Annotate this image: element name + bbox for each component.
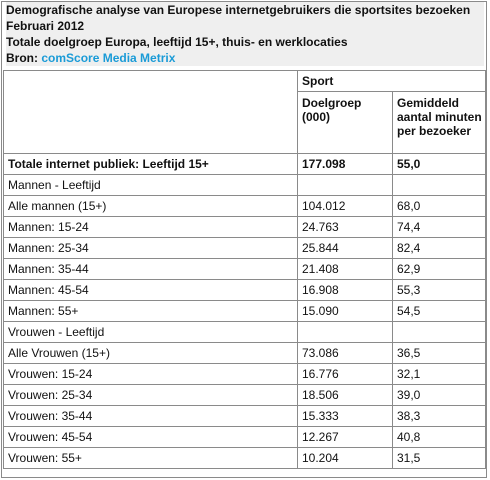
doelgroep-cell: 73.086 [297, 342, 393, 364]
subtitle: Totale doelgroep Europa, leeftijd 15+, t… [6, 35, 348, 49]
doelgroep-cell: 21.408 [297, 258, 393, 280]
doelgroep-cell: 16.776 [297, 363, 393, 385]
doelgroep-cell: 104.012 [297, 195, 393, 217]
source-link[interactable]: comScore Media Metrix [41, 51, 176, 65]
minuten-cell: 62,9 [392, 258, 486, 280]
title-line-1: Demografische analyse van Europese inter… [6, 3, 471, 17]
row-label: Vrouwen: 25-34 [3, 384, 298, 406]
title-line-2: Februari 2012 [6, 19, 85, 33]
minuten-cell: 38,3 [392, 405, 486, 427]
minuten-cell: 54,5 [392, 300, 486, 322]
table-row: Vrouwen - Leeftijd [3, 321, 486, 343]
row-label: Mannen: 15-24 [3, 216, 298, 238]
minuten-cell: 32,1 [392, 363, 486, 385]
group-header-row: Sport [3, 70, 486, 154]
row-label: Vrouwen - Leeftijd [3, 321, 298, 343]
doelgroep-cell: 18.506 [297, 384, 393, 406]
table-row: Vrouwen: 35-44 15.333 38,3 [3, 405, 486, 427]
table-row: Vrouwen: 15-24 16.776 32,1 [3, 363, 486, 385]
minuten-cell: 36,5 [392, 342, 486, 364]
column-header-minuten: Gemiddeld aantal minuten per bezoeker [392, 91, 486, 154]
minuten-cell: 55,0 [392, 153, 486, 175]
doelgroep-cell: 25.844 [297, 237, 393, 259]
column-header-row: Doelgroep (000) Gemiddeld aantal minuten… [4, 91, 486, 154]
doelgroep-cell: 16.908 [297, 279, 393, 301]
row-label: Mannen - Leeftijd [3, 174, 298, 196]
table-row: Mannen - Leeftijd [3, 174, 486, 196]
doelgroep-cell: 12.267 [297, 426, 393, 448]
row-label: Alle Vrouwen (15+) [3, 342, 298, 364]
doelgroep-cell: 15.090 [297, 300, 393, 322]
column-header-doelgroep: Doelgroep (000) [297, 91, 393, 154]
table-header: Demografische analyse van Europese inter… [6, 2, 484, 66]
doelgroep-cell: 10.204 [297, 447, 393, 469]
minuten-cell [392, 174, 486, 196]
row-label: Mannen: 45-54 [3, 279, 298, 301]
minuten-cell: 55,3 [392, 279, 486, 301]
doelgroep-cell [297, 321, 393, 343]
data-table: Sport Doelgroep (000) Gemiddeld aantal m… [3, 70, 486, 469]
table-row: Mannen: 15-24 24.763 74,4 [3, 216, 486, 238]
source-line: Bron: comScore Media Metrix [6, 50, 484, 66]
doelgroep-cell [297, 174, 393, 196]
group-header-sport: Sport [297, 70, 486, 92]
source-label: Bron: [6, 51, 38, 65]
row-label: Vrouwen: 15-24 [3, 363, 298, 385]
table-row: Alle mannen (15+) 104.012 68,0 [3, 195, 486, 217]
minuten-cell: 31,5 [392, 447, 486, 469]
row-label: Mannen: 25-34 [3, 237, 298, 259]
minuten-cell: 74,4 [392, 216, 486, 238]
table-row: Vrouwen: 45-54 12.267 40,8 [3, 426, 486, 448]
minuten-cell: 68,0 [392, 195, 486, 217]
table-row: Vrouwen: 25-34 18.506 39,0 [3, 384, 486, 406]
table-row: Mannen: 55+ 15.090 54,5 [3, 300, 486, 322]
row-label: Vrouwen: 35-44 [3, 405, 298, 427]
empty-header-cell [3, 70, 298, 154]
row-label: Vrouwen: 45-54 [3, 426, 298, 448]
minuten-cell: 39,0 [392, 384, 486, 406]
minuten-cell [392, 321, 486, 343]
row-label: Vrouwen: 55+ [3, 447, 298, 469]
doelgroep-cell: 15.333 [297, 405, 393, 427]
row-label: Totale internet publiek: Leeftijd 15+ [3, 153, 298, 175]
minuten-cell: 82,4 [392, 237, 486, 259]
row-label: Alle mannen (15+) [3, 195, 298, 217]
table-row: Alle Vrouwen (15+) 73.086 36,5 [3, 342, 486, 364]
minuten-cell: 40,8 [392, 426, 486, 448]
row-label: Mannen: 35-44 [3, 258, 298, 280]
row-label: Mannen: 55+ [3, 300, 298, 322]
table-row: Totale internet publiek: Leeftijd 15+ 177… [3, 153, 486, 175]
table-row: Mannen: 35-44 21.408 62,9 [3, 258, 486, 280]
table-row: Vrouwen: 55+ 10.204 31,5 [3, 447, 486, 469]
table-row: Mannen: 25-34 25.844 82,4 [3, 237, 486, 259]
doelgroep-cell: 24.763 [297, 216, 393, 238]
doelgroep-cell: 177.098 [297, 153, 393, 175]
table-row: Mannen: 45-54 16.908 55,3 [3, 279, 486, 301]
